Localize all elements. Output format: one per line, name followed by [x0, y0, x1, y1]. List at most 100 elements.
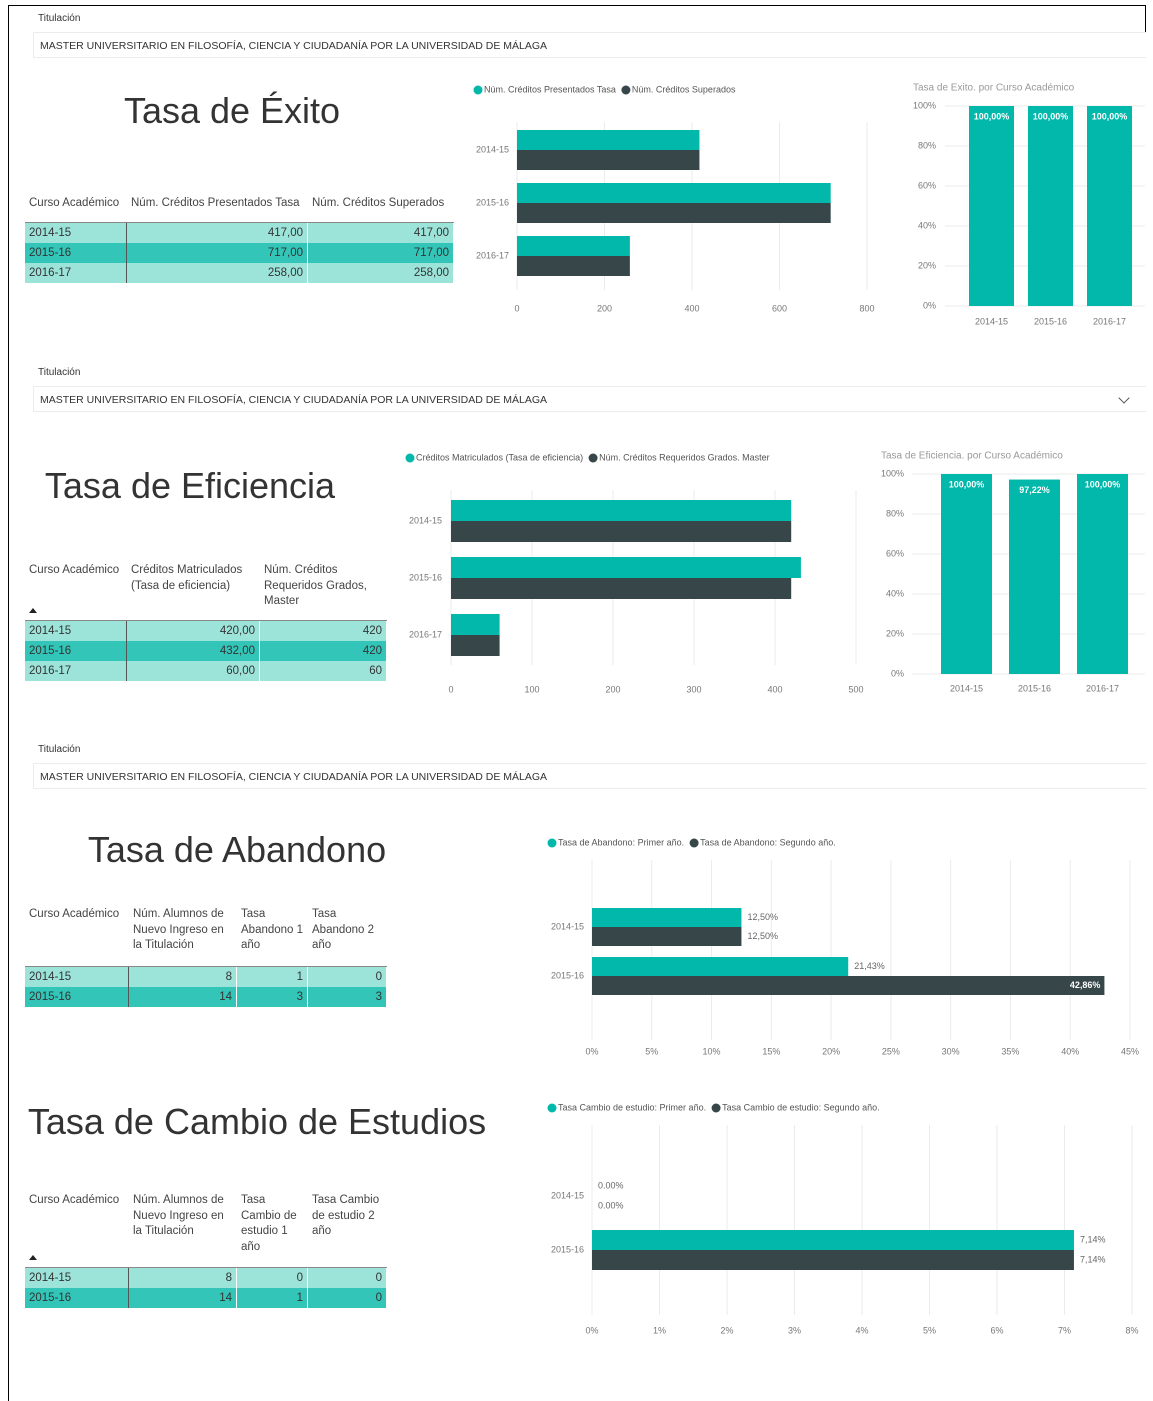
table-row: 2015-16 14 1 0	[25, 1288, 387, 1308]
x-tick-label: 15%	[762, 1046, 780, 1056]
table-header: Curso Académico Núm. Créditos Presentados…	[25, 196, 454, 212]
table-cell: 0	[308, 1268, 387, 1288]
slicer[interactable]: MASTER UNIVERSITARIO EN FILOSOFÍA, CIENC…	[33, 32, 1146, 58]
data-label: 100,00%	[974, 111, 1010, 121]
x-tick-label: 35%	[1001, 1046, 1019, 1056]
sort-arrow	[29, 608, 37, 613]
table-cell: 717,00	[308, 243, 454, 263]
table-header: Curso Académico Núm. Alumnos de Nuevo Ing…	[25, 907, 387, 954]
column-header[interactable]: Núm. Créditos Presentados Tasa	[131, 197, 300, 209]
column-header[interactable]: Tasa Cambio de estudio 2 año	[312, 1194, 380, 1237]
table-cell: 2014-15	[25, 621, 127, 641]
x-tick-label: 5%	[923, 1325, 936, 1335]
column-header[interactable]: Curso Académico	[29, 908, 120, 920]
bar	[592, 976, 1105, 995]
table-cell: 258,00	[308, 263, 454, 283]
x-tick-label: 2016-17	[1086, 683, 1119, 693]
y-tick-label: 2015-16	[551, 970, 584, 980]
data-label: 100,00%	[1085, 479, 1121, 489]
slicer[interactable]: MASTER UNIVERSITARIO EN FILOSOFÍA, CIENC…	[33, 763, 1146, 789]
table-cell: 0	[308, 1288, 387, 1308]
table-cell: 2015-16	[25, 243, 127, 263]
x-tick-label: 100	[524, 684, 539, 694]
x-tick-label: 2016-17	[1093, 316, 1126, 326]
y-tick-label: 100%	[881, 468, 904, 478]
bar	[592, 927, 742, 946]
x-tick-label: 600	[772, 303, 787, 313]
table-row: 2015-16 432,00 420	[25, 641, 387, 661]
legend-marker	[621, 85, 631, 95]
x-tick-label: 20%	[822, 1046, 840, 1056]
bar	[592, 908, 742, 927]
table-cell: 2014-15	[25, 223, 127, 243]
y-tick-label: 2015-16	[476, 197, 509, 207]
x-tick-label: 40%	[1061, 1046, 1079, 1056]
bar	[1087, 106, 1132, 306]
bar	[517, 183, 831, 203]
table-cell: 417,00	[127, 223, 308, 243]
y-tick-label: 2014-15	[551, 921, 584, 931]
bar	[517, 203, 831, 223]
table-cell: 2015-16	[25, 1288, 129, 1308]
table-cell: 2016-17	[25, 661, 127, 681]
column-header[interactable]: Curso Académico	[29, 564, 120, 576]
table-cell: 417,00	[308, 223, 454, 243]
section-heading: Tasa de Cambio de Estudios	[27, 1101, 487, 1142]
table-cell: 3	[308, 987, 387, 1007]
table-cell: 420,00	[127, 621, 260, 641]
bar	[941, 474, 992, 674]
section-heading: Tasa de Abandono	[87, 829, 387, 870]
bar	[451, 614, 500, 635]
x-tick-label: 0	[514, 303, 519, 313]
legend-marker	[689, 838, 699, 848]
data-label: 0.00%	[598, 1200, 624, 1210]
table-cell: 717,00	[127, 243, 308, 263]
legend-label: Tasa Cambio de estudio: Segundo año.	[722, 1102, 880, 1112]
x-tick-label: 500	[848, 684, 863, 694]
table-row: 2015-16 14 3 3	[25, 987, 387, 1007]
bar	[592, 1230, 1074, 1250]
slicer-value: MASTER UNIVERSITARIO EN FILOSOFÍA, CIENC…	[40, 40, 548, 52]
column-header[interactable]: Curso Académico	[29, 1194, 120, 1206]
data-label: 97,22%	[1019, 485, 1050, 495]
table-body: 2014-15 417,00 417,00 2015-16 717,00 717,00 20…	[25, 222, 454, 283]
chart-title: Tasa de Exito. por Curso Académico	[913, 83, 1075, 94]
legend-label: Créditos Matriculados (Tasa de eficienci…	[416, 452, 583, 462]
table-cell: 14	[129, 1288, 237, 1308]
bar	[451, 521, 792, 542]
legend-label: Núm. Créditos Presentados Tasa	[484, 84, 616, 94]
table-cell: 258,00	[127, 263, 308, 283]
table-cell: 8	[129, 967, 237, 987]
legend-marker	[547, 838, 557, 848]
bar	[1077, 474, 1128, 674]
y-tick-label: 60%	[918, 180, 936, 190]
column-header[interactable]: Núm. Créditos Requeridos Grados, Master	[264, 564, 367, 607]
column-header[interactable]: Núm. Alumnos de Nuevo Ingreso en la Titu…	[133, 908, 224, 951]
table-cell: 2014-15	[25, 967, 129, 987]
x-tick-label: 400	[684, 303, 699, 313]
column-header[interactable]: Tasa Abandono 2 año	[312, 908, 375, 951]
column-header[interactable]: Núm. Alumnos de Nuevo Ingreso en la Titu…	[133, 1194, 224, 1237]
frame	[1145, 5, 1146, 33]
y-tick-label: 2015-16	[551, 1244, 584, 1254]
y-tick-label: 20%	[886, 628, 904, 638]
table-cell: 0	[308, 967, 387, 987]
x-tick-label: 30%	[942, 1046, 960, 1056]
bar	[592, 957, 849, 976]
column-header[interactable]: Tasa Cambio de estudio 1 año	[241, 1194, 297, 1253]
x-tick-label: 800	[859, 303, 874, 313]
legend-marker	[473, 85, 483, 95]
slicer[interactable]: MASTER UNIVERSITARIO EN FILOSOFÍA, CIENC…	[33, 386, 1146, 412]
x-tick-label: 0%	[585, 1046, 598, 1056]
slicer-label: Titulación	[38, 13, 81, 24]
table-row: 2014-15 417,00 417,00	[25, 223, 454, 243]
y-tick-label: 60%	[886, 548, 904, 558]
table-row: 2014-15 8 0 0	[25, 1268, 387, 1288]
column-header[interactable]: Tasa Abandono 1 año	[241, 908, 304, 951]
column-header[interactable]: Créditos Matriculados (Tasa de eficienci…	[131, 564, 243, 592]
column-header[interactable]: Núm. Créditos Superados	[312, 197, 445, 209]
column-header[interactable]: Curso Académico	[29, 197, 120, 209]
x-tick-label: 2%	[720, 1325, 733, 1335]
